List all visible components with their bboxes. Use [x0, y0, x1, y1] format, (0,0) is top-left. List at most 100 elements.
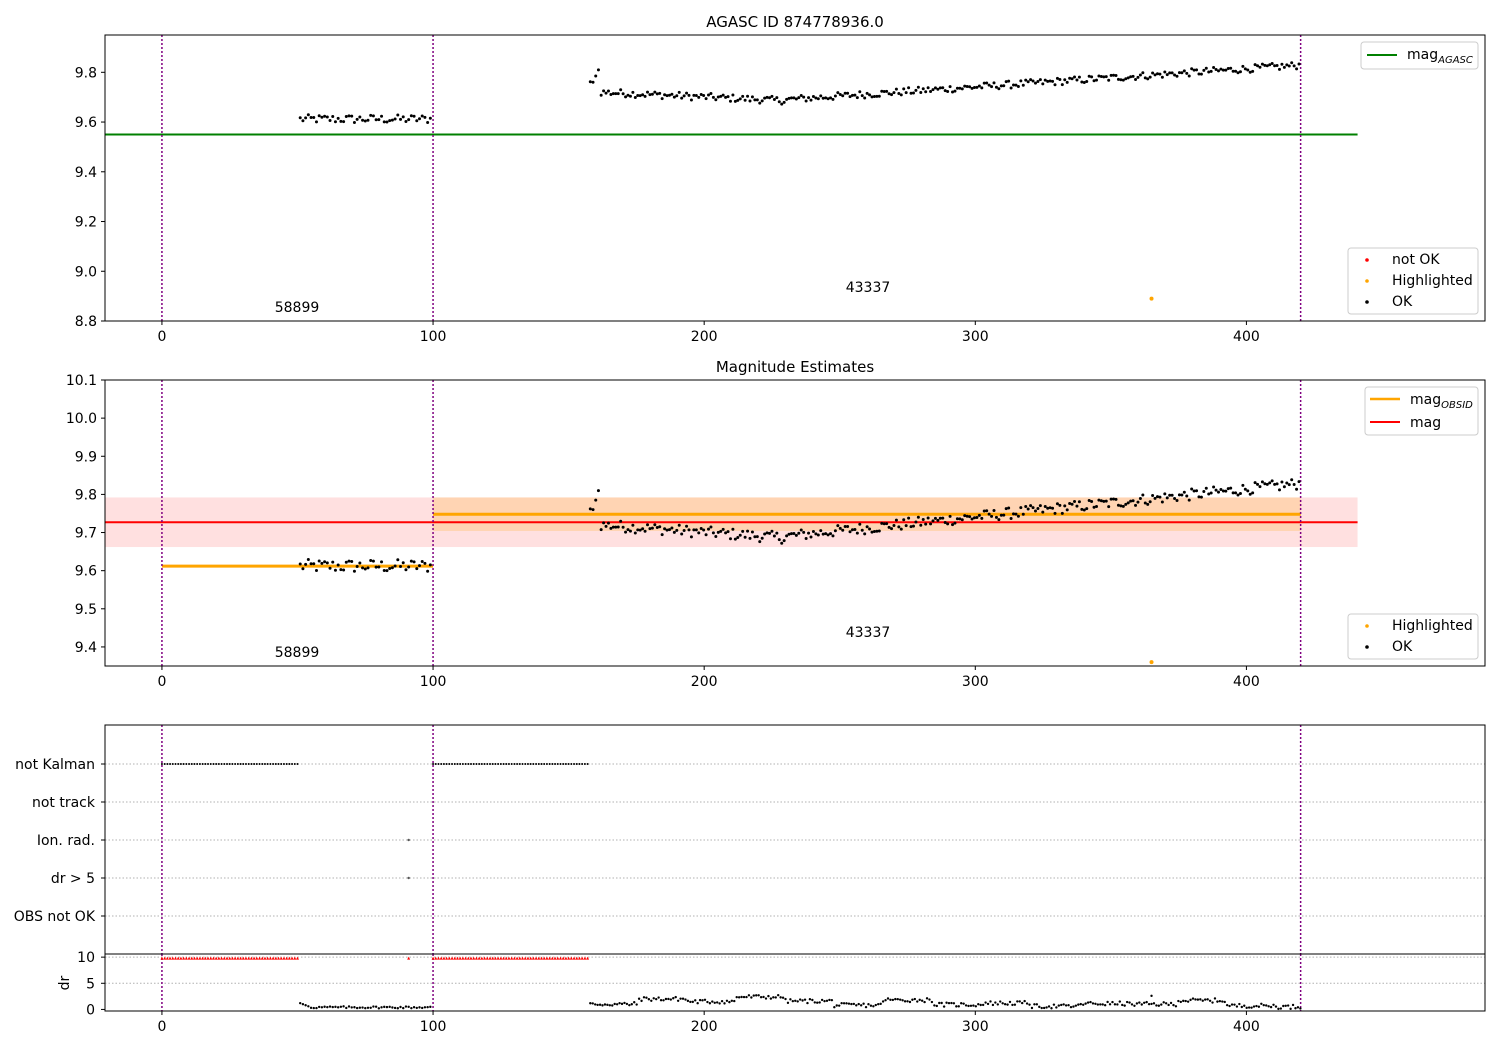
x-tick-label: 300 — [962, 674, 989, 690]
ok-point — [955, 86, 959, 90]
flag-point — [190, 763, 193, 765]
dr-point — [776, 993, 780, 997]
dr-point — [942, 1005, 946, 1008]
dr-point — [1155, 1004, 1158, 1007]
legend-mag-lines: magOBSID mag — [1364, 386, 1479, 436]
dr-flagged-point — [431, 956, 435, 960]
dr-point — [1296, 1006, 1300, 1009]
ok-point — [588, 507, 592, 511]
ok-point — [902, 518, 906, 522]
dr-flagged-point — [461, 956, 465, 960]
flag-point — [226, 763, 229, 765]
flag-point — [274, 763, 277, 765]
dr-point — [989, 1000, 992, 1003]
ok-point — [836, 91, 840, 95]
dr-point — [1135, 1002, 1139, 1005]
dr-flagged-point — [228, 956, 232, 960]
ok-point — [660, 97, 664, 101]
dr-flagged-point — [553, 956, 557, 960]
dr-point — [1101, 1003, 1104, 1006]
ok-point — [1053, 511, 1057, 515]
ok-point — [1107, 78, 1111, 82]
dr-flagged-point — [510, 956, 514, 960]
dr-point — [613, 1002, 616, 1006]
dr-point — [1001, 1002, 1004, 1005]
dr-point — [667, 997, 670, 1001]
ok-point — [1158, 72, 1162, 76]
ok-point — [968, 515, 972, 519]
y-tick-label: 10.0 — [66, 411, 97, 427]
ok-point — [1236, 493, 1240, 497]
ok-point — [819, 94, 823, 98]
ok-point — [325, 115, 329, 119]
ok-point — [736, 98, 740, 102]
dr-point — [711, 1000, 714, 1003]
ok-point — [1060, 511, 1064, 515]
ok-point — [1192, 68, 1196, 72]
ok-point — [1241, 483, 1245, 487]
ok-point — [682, 94, 686, 98]
dr-point — [1118, 1000, 1122, 1003]
ok-point — [1292, 483, 1296, 487]
ok-point — [331, 560, 335, 564]
ok-point — [726, 530, 730, 534]
dr-point — [1257, 1005, 1261, 1008]
ok-point — [670, 92, 674, 96]
ok-point — [1190, 67, 1194, 71]
dr-point — [933, 1004, 936, 1007]
flag-point — [488, 763, 491, 765]
ok-point — [858, 522, 862, 526]
ok-point — [1097, 498, 1101, 502]
dr-flagged-point — [165, 956, 169, 960]
dr-point — [664, 997, 668, 1001]
ok-point — [1087, 74, 1091, 78]
dr-point — [1289, 1007, 1292, 1011]
ok-point — [1082, 508, 1086, 512]
ok-point — [420, 114, 424, 118]
dr-flagged-point — [488, 956, 492, 960]
dr-flagged-point — [575, 956, 579, 960]
dr-point — [1025, 1002, 1029, 1005]
ok-point — [660, 533, 664, 537]
dr-flagged-point — [163, 956, 167, 960]
ok-point — [636, 93, 640, 97]
dr-flagged-point — [436, 956, 440, 960]
dr-point — [353, 1006, 356, 1009]
dr-point — [1284, 1004, 1287, 1008]
dr-point — [1238, 1002, 1241, 1006]
ok-point — [997, 87, 1001, 91]
ok-point — [1107, 505, 1111, 509]
ok-point — [1221, 68, 1225, 72]
ok-point — [1033, 509, 1037, 513]
flag-point — [253, 763, 256, 765]
flag-point — [179, 763, 182, 765]
ok-point — [1116, 503, 1120, 507]
ok-point — [404, 568, 408, 572]
ok-point — [933, 516, 937, 520]
ok-point — [929, 90, 933, 94]
legend-points-middle: Highlighted OK — [1347, 613, 1479, 660]
dr-flagged-point — [499, 956, 503, 960]
ok-point — [972, 86, 976, 90]
dr-point — [1111, 1000, 1114, 1004]
dr-point — [593, 1003, 597, 1006]
ok-point — [716, 95, 720, 99]
dr-point — [391, 1006, 394, 1009]
dr-point — [877, 1002, 880, 1006]
ok-point — [743, 98, 747, 102]
dr-point — [393, 1006, 397, 1010]
dr-point — [336, 1006, 340, 1009]
ok-point — [892, 524, 896, 528]
ok-point — [380, 114, 384, 118]
dr-flagged-point — [290, 956, 294, 960]
ok-point — [858, 90, 862, 94]
ok-point — [420, 559, 424, 563]
ok-point — [1131, 74, 1135, 78]
dr-flagged-point — [518, 956, 522, 960]
dr-point — [317, 1005, 321, 1009]
ok-point — [1212, 65, 1216, 69]
y-tick-label: 9.8 — [75, 487, 97, 503]
flag-point — [505, 763, 508, 765]
ok-point — [1031, 79, 1035, 83]
flag-point — [236, 763, 239, 765]
